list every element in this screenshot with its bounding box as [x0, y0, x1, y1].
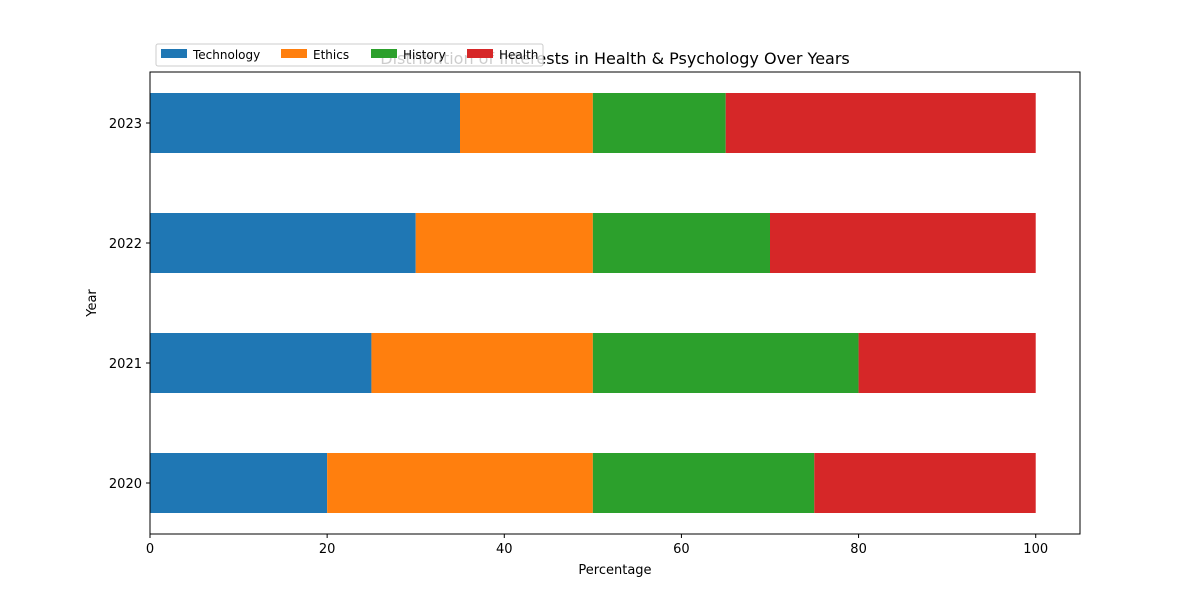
bar-history-2022	[592, 213, 770, 273]
plot-area-frame	[149, 71, 1081, 535]
legend-label-technology: Technology	[192, 48, 260, 62]
x-axis-label: Percentage	[578, 563, 651, 578]
y-tick-label: 2023	[109, 117, 142, 132]
legend-swatch-history	[371, 49, 397, 58]
y-tick-label: 2020	[109, 477, 142, 492]
bar-technology-2021	[150, 333, 372, 393]
bars-group	[150, 93, 1036, 513]
legend-label-health: Health	[499, 48, 538, 62]
bar-health-2023	[725, 93, 1036, 153]
y-axis: 2020 2021 2022 2023	[109, 117, 150, 492]
x-axis: 0 20 40 60 80 100	[146, 534, 1048, 557]
bar-health-2021	[858, 333, 1036, 393]
bar-health-2022	[770, 213, 1036, 273]
bar-history-2023	[592, 93, 726, 153]
legend-swatch-ethics	[281, 49, 307, 58]
legend-label-history: History	[403, 48, 446, 62]
legend-swatch-health	[467, 49, 493, 58]
y-axis-label: Year	[85, 289, 100, 318]
bar-technology-2023	[150, 93, 460, 153]
y-tick-label: 2021	[109, 357, 142, 372]
legend-box	[155, 43, 544, 67]
legend-swatch-technology	[161, 49, 187, 58]
bar-ethics-2020	[327, 453, 593, 513]
x-tick-label: 40	[496, 542, 513, 557]
bar-ethics-2022	[415, 213, 593, 273]
x-tick-label: 20	[319, 542, 336, 557]
x-tick-label: 0	[146, 542, 154, 557]
bar-ethics-2021	[371, 333, 593, 393]
legend: Technology Ethics History Health	[155, 43, 544, 67]
bar-ethics-2023	[460, 93, 593, 153]
bar-health-2020	[814, 453, 1036, 513]
bar-technology-2022	[150, 213, 416, 273]
bar-history-2020	[592, 453, 815, 513]
bar-technology-2020	[150, 453, 328, 513]
x-tick-label: 100	[1023, 542, 1048, 557]
x-tick-label: 80	[850, 542, 867, 557]
bar-history-2021	[592, 333, 859, 393]
x-tick-label: 60	[673, 542, 690, 557]
y-tick-label: 2022	[109, 237, 142, 252]
legend-label-ethics: Ethics	[313, 48, 349, 62]
